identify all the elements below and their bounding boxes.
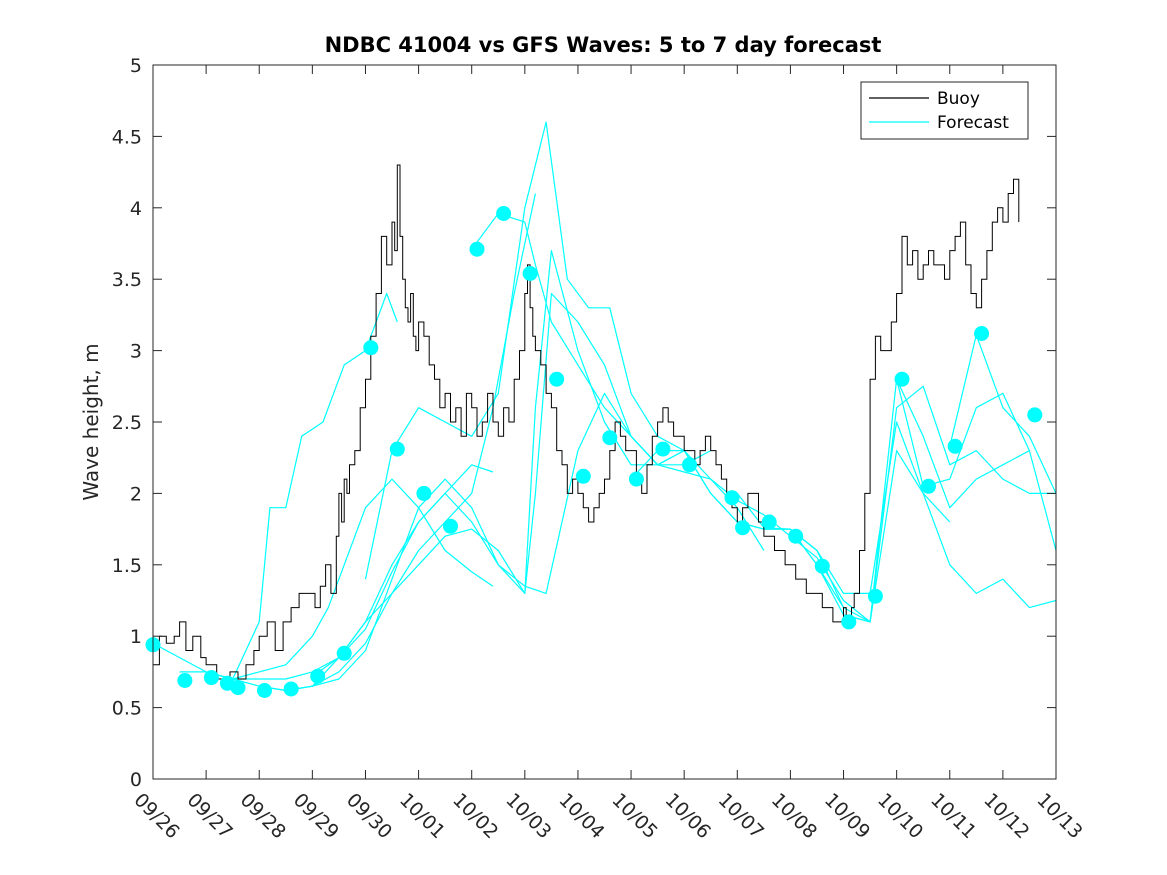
forecast-marker	[177, 673, 193, 688]
legend-box	[860, 81, 1029, 140]
forecast-marker	[628, 471, 644, 487]
forecast-marker	[841, 614, 857, 630]
forecast-marker	[894, 371, 910, 387]
plot-area: 09/2609/2709/2809/2909/3010/0110/0210/03…	[112, 55, 1087, 843]
forecast-marker	[602, 430, 618, 446]
forecast-marker	[522, 266, 538, 281]
forecast-line-12	[789, 385, 1056, 623]
y-axis: 0 0.5 1 1.5 2 2.5 3 3.5 4 4.5 5	[112, 55, 1056, 791]
forecast-marker	[283, 681, 299, 697]
forecast-marker	[724, 490, 740, 506]
forecast-marker	[496, 206, 512, 221]
forecast-marker	[416, 485, 432, 501]
forecast-marker	[682, 457, 697, 473]
forecast-line-13	[843, 450, 1056, 623]
forecast-markers-group	[145, 206, 1043, 698]
forecast-marker	[575, 468, 591, 484]
forecast-marker	[814, 558, 830, 574]
forecast-marker	[336, 645, 352, 661]
y-tick-label: 4	[130, 198, 142, 220]
y-tick-label: 4.5	[112, 126, 142, 148]
forecast-marker	[788, 528, 804, 544]
forecast-marker	[230, 680, 246, 696]
y-tick-label: 3.5	[112, 269, 142, 291]
forecast-marker	[389, 441, 405, 457]
forecast-marker	[947, 438, 963, 454]
forecast-marker	[443, 518, 458, 534]
forecast-marker	[974, 326, 990, 341]
legend-buoy-label: Buoy	[937, 89, 980, 109]
forecast-marker	[921, 478, 936, 494]
forecast-line-9	[471, 212, 871, 623]
forecast-marker	[867, 588, 883, 604]
forecast-marker	[310, 668, 326, 684]
forecast-marker	[469, 241, 485, 257]
forecast-marker	[203, 670, 219, 686]
forecast-marker	[655, 441, 671, 457]
buoy-series-group	[153, 164, 1020, 680]
y-tick-label: 2.5	[112, 412, 142, 434]
y-tick-label: 5	[130, 55, 142, 77]
y-tick-label: 0.5	[112, 698, 142, 720]
y-tick-label: 3	[130, 341, 142, 363]
y-tick-label: 1	[130, 626, 142, 648]
forecast-marker	[761, 514, 777, 530]
forecast-line-15	[949, 334, 1056, 494]
forecast-line-5	[259, 292, 685, 692]
legend-forecast-label: Forecast	[937, 113, 1009, 133]
forecast-line-11	[736, 378, 1030, 623]
forecast-marker	[735, 520, 751, 536]
buoy-line	[153, 164, 1020, 680]
forecast-marker	[257, 683, 272, 698]
chart-title: NDBC 41004 vs GFS Waves: 5 to 7 day fore…	[325, 33, 882, 57]
forecast-marker	[549, 371, 565, 387]
y-tick-label: 2	[130, 483, 142, 505]
y-tick-label: 1.5	[112, 555, 142, 577]
legend: Buoy Forecast	[860, 81, 1029, 140]
y-axis-label: Wave height, m	[79, 343, 103, 500]
y-tick-label: 0	[130, 769, 142, 791]
forecast-marker	[1027, 407, 1043, 423]
forecast-marker	[363, 340, 379, 356]
